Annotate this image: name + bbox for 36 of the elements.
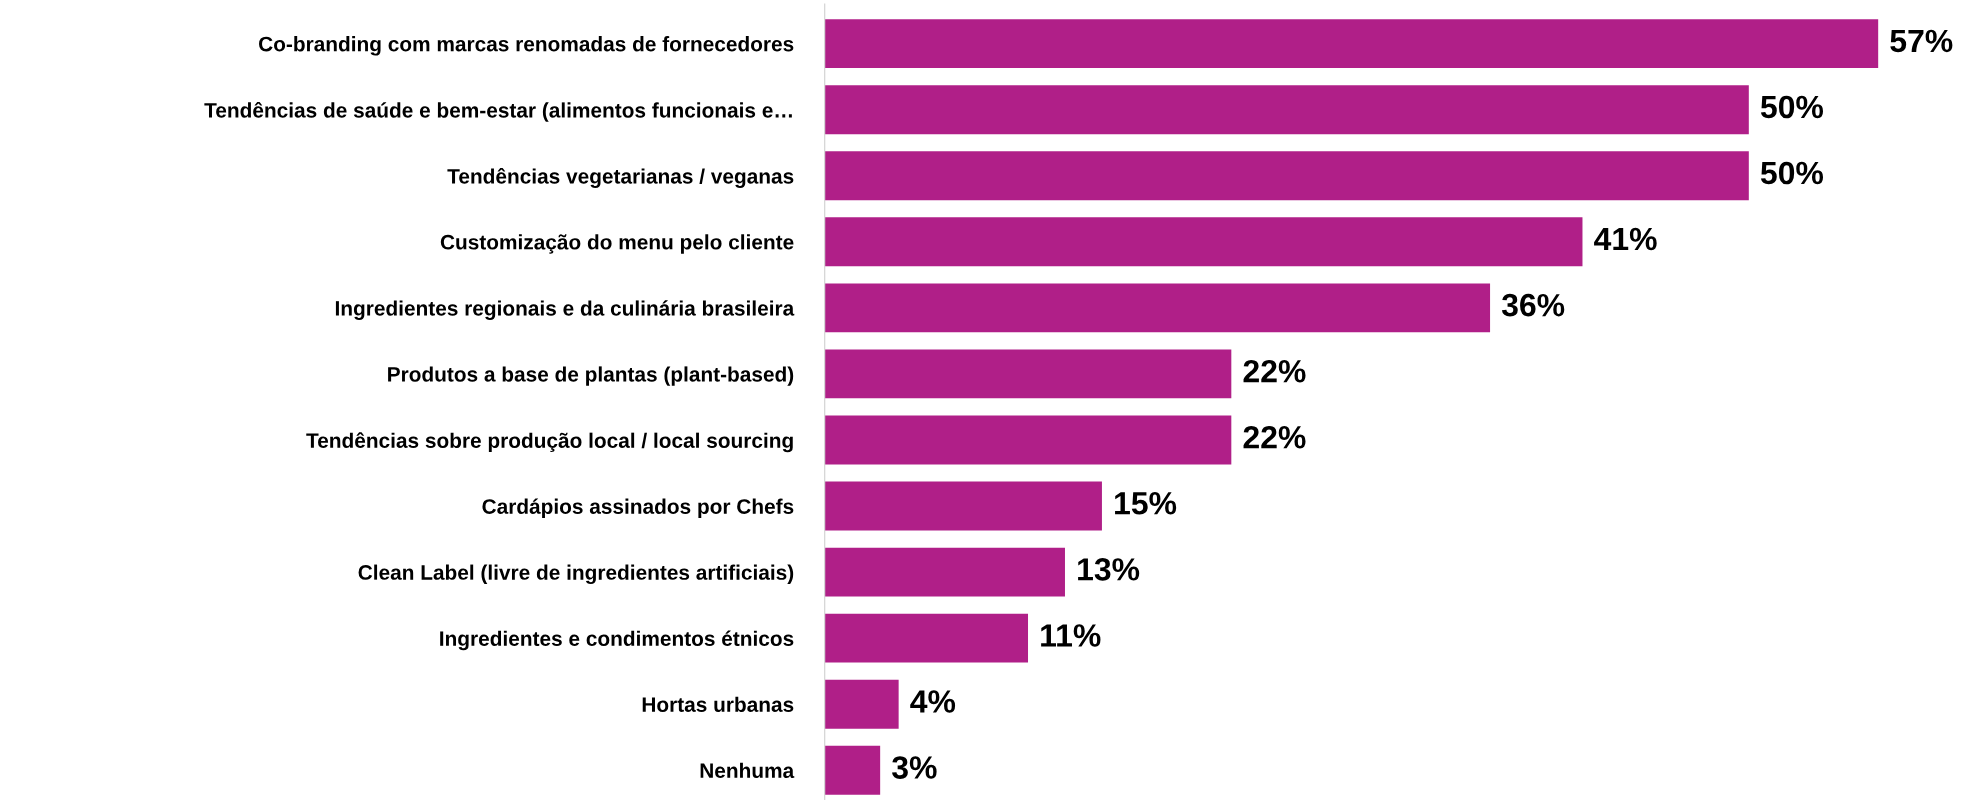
bar [824,217,1583,267]
bar [824,481,1102,531]
y-tick-label: Co-branding com marcas renomadas de fornecedores [259,36,794,56]
y-tick-label: Hortas urbanas [642,696,794,712]
bar [824,283,1491,333]
bar [824,85,1749,135]
y-tick-label: Customização do menu pelo cliente [440,234,794,254]
bar [824,415,1232,465]
data-label: 41% [1594,227,1657,251]
bar [824,349,1232,399]
y-tick-label: Produtos a base de plantas (plant-based) [388,366,794,386]
bar [824,613,1029,663]
data-label: 22% [1243,359,1306,383]
data-label: 13% [1078,558,1140,581]
data-label: 50% [1760,95,1824,119]
y-tick-label: Cardápios assinados por Chefs [482,498,794,518]
data-label: 15% [1115,492,1177,515]
y-tick-label: Ingredientes e condimentos étnicos [440,630,794,651]
y-tick-label: Tendências vegetarianas / veganas [447,167,794,188]
y-tick-label: Clean Label (livre de ingredientes artificiais) [358,564,794,585]
bar [824,547,1065,597]
bar [824,19,1879,69]
bar [824,151,1749,201]
y-tick-label: Tendências sobre produção local / local sourcing [306,432,793,453]
y-tick-label: Ingredientes regionais e da culinária brasileira [335,300,795,320]
bar [824,679,899,729]
y-tick-label: Nenhuma [700,762,795,779]
data-label: 36% [1501,293,1565,317]
data-label: 3% [892,756,937,779]
y-tick-label: Tendências de saúde e bem-estar (alimentos funcionais e… [204,101,792,122]
data-label: 22% [1243,425,1306,449]
bar [824,745,881,795]
data-label: 50% [1760,161,1824,185]
data-label: 11% [1041,624,1101,647]
data-label: 4% [910,690,956,713]
data-label: 57% [1890,29,1953,53]
